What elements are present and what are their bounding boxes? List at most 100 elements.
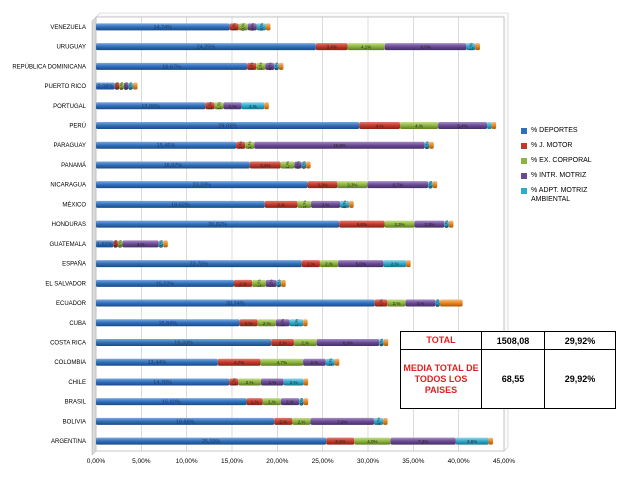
bar-segment — [319, 260, 339, 268]
bar-segment — [96, 417, 275, 425]
bar-segment — [338, 260, 384, 268]
data-label: 0,% — [435, 299, 440, 307]
bar-segment — [96, 181, 308, 189]
bar-segment — [354, 437, 391, 445]
data-label: 7,0% — [337, 419, 347, 424]
data-label: 2,% — [249, 104, 257, 109]
data-label: 18,62% — [171, 202, 190, 208]
bar-segment — [96, 200, 265, 208]
data-label: 0,% — [424, 141, 429, 149]
bar-segment — [96, 398, 247, 406]
bar-segment — [448, 220, 454, 228]
bar-segment — [114, 82, 120, 90]
data-label: 6,7% — [393, 183, 403, 188]
category-label: PERÚ — [69, 123, 86, 130]
category-label: BOLIVIA — [63, 419, 86, 425]
data-label: 0,% — [276, 279, 281, 287]
data-label: 1,% — [302, 201, 307, 209]
bar-segment — [283, 378, 304, 386]
data-label: 1,% — [247, 141, 252, 149]
data-label: 1,% — [249, 62, 254, 70]
data-label: 3,3% — [394, 222, 404, 227]
bar-segment — [96, 141, 237, 149]
data-label: 0,% — [124, 82, 129, 90]
bar-segment — [217, 358, 261, 366]
x-tick-label: 30,00% — [357, 458, 379, 465]
bar-segment — [96, 82, 115, 90]
data-label: 0,% — [267, 62, 272, 70]
data-label: 12,06% — [141, 104, 160, 110]
bar-segment — [400, 122, 439, 129]
bar-segment — [264, 200, 298, 208]
data-label: 1,% — [376, 418, 381, 426]
bar-segment — [424, 141, 430, 149]
data-label: 1,% — [280, 319, 285, 327]
bar-segment — [96, 339, 272, 346]
data-label: 18,8% — [333, 143, 346, 148]
category-label: HONDURAS — [52, 222, 86, 228]
bar-segment — [163, 240, 168, 248]
data-label: 3,3% — [347, 183, 357, 188]
bar-segment — [96, 161, 250, 169]
category-label: PUERTO RICO — [45, 84, 87, 90]
data-label: 2,% — [268, 400, 276, 405]
bar-segment — [276, 279, 282, 287]
bar-segment — [439, 299, 463, 307]
bar-segment — [383, 260, 407, 268]
summary-media-label: MEDIA TOTAL DE TODOS LOS PAISES — [400, 349, 482, 409]
bar-segment — [475, 43, 480, 51]
bar-segment — [128, 82, 133, 90]
data-label: 0,% — [428, 181, 433, 189]
bar-segment — [303, 398, 309, 406]
data-label: 1,% — [216, 102, 221, 110]
data-label: 1,% — [229, 104, 237, 109]
data-label: 1,% — [232, 23, 237, 31]
category-label: MÉXICO — [62, 201, 86, 208]
data-label: 15,84% — [158, 321, 177, 327]
bar-segment — [265, 23, 271, 31]
legend-swatch — [521, 128, 527, 134]
bar-segment — [96, 299, 375, 307]
data-label: 0,% — [342, 201, 347, 209]
data-label: 16,60% — [162, 400, 181, 406]
legend-item-ex-corporal: % EX. CORPORAL — [521, 156, 617, 165]
data-label: 3,% — [417, 301, 425, 306]
bar-segment — [326, 437, 355, 445]
data-label: 2,% — [311, 360, 319, 365]
data-label: 4,% — [415, 124, 423, 129]
bar-segment — [339, 220, 385, 228]
bar-segment — [383, 339, 389, 346]
bar-segment — [260, 358, 304, 366]
x-tick-label: 15,00% — [221, 458, 243, 465]
bar-segment — [96, 23, 230, 31]
bar-segment — [214, 102, 224, 110]
bar-segment — [271, 339, 294, 346]
bar-segment — [379, 339, 384, 346]
data-label: 0,% — [250, 23, 255, 31]
bar-segment — [455, 437, 489, 445]
summary-table: TOTAL 1508,08 29,92% MEDIA TOTAL DE TODO… — [400, 331, 616, 409]
category-label: BRASIL — [65, 400, 87, 406]
data-label: 1,% — [379, 299, 384, 307]
bar-segment — [292, 417, 311, 425]
data-label: 3,4% — [327, 45, 337, 50]
data-label: 2,08% — [98, 84, 114, 90]
category-label: EL SALVADOR — [45, 281, 86, 287]
data-label: 14,74% — [153, 25, 172, 31]
data-label: 2,% — [263, 321, 271, 326]
bar-segment — [466, 43, 476, 51]
bar-segment — [432, 181, 438, 189]
bar-segment — [265, 62, 275, 70]
bar-segment — [384, 43, 467, 51]
bar-segment — [247, 62, 257, 70]
data-label: 2,% — [279, 341, 287, 346]
data-label: 4,7% — [234, 360, 244, 365]
bar-segment — [262, 398, 281, 406]
data-label: 0,% — [119, 82, 124, 90]
bar-segment — [239, 319, 258, 327]
data-label: 2,% — [307, 262, 315, 267]
category-label: PORTUGAL — [53, 104, 87, 110]
data-label: 3,1% — [335, 439, 345, 444]
data-label: 3,% — [277, 202, 285, 207]
